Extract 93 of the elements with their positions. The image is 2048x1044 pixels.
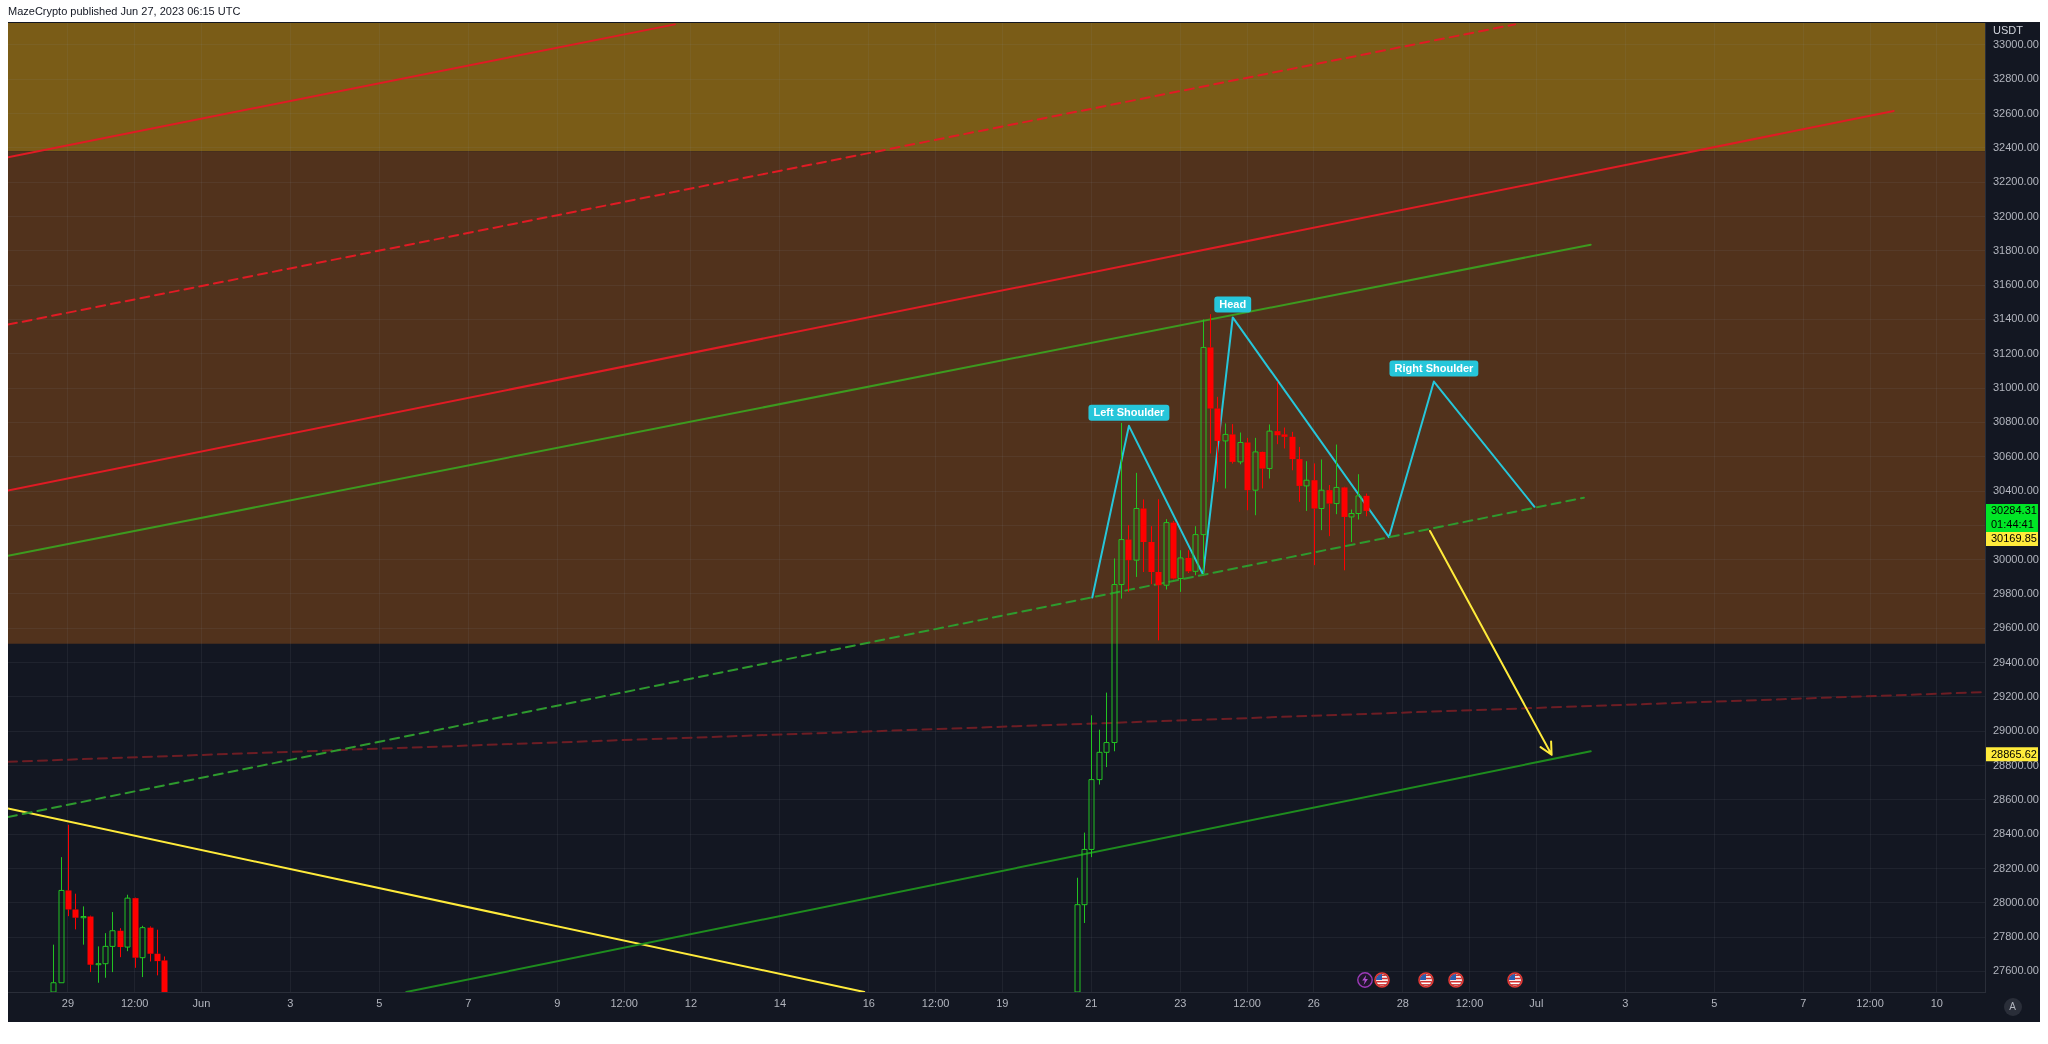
x-tick-label: 12:00 xyxy=(610,996,638,1009)
candlestick xyxy=(1185,549,1192,574)
candlestick xyxy=(1341,487,1348,571)
candlestick xyxy=(1303,460,1310,512)
x-tick-label: 23 xyxy=(1174,996,1187,1009)
annotation: Left Shoulder xyxy=(1093,406,1166,419)
candlestick xyxy=(1244,437,1251,511)
y-tick-label: 28200.00 xyxy=(1993,861,2039,874)
x-tick-label: 7 xyxy=(465,996,472,1009)
y-tick-label: 27600.00 xyxy=(1993,964,2039,977)
candlestick xyxy=(1170,520,1177,579)
y-tick-label: 31600.00 xyxy=(1993,278,2039,291)
y-tick-label: 30600.00 xyxy=(1993,449,2039,462)
y-tick-label: 32400.00 xyxy=(1993,140,2039,153)
candlestick xyxy=(1318,458,1325,531)
candlestick xyxy=(1326,484,1333,537)
x-tick-label: 12:00 xyxy=(1455,996,1484,1009)
y-tick-label: 30400.00 xyxy=(1993,484,2039,497)
candlestick xyxy=(1266,423,1273,480)
y-axis-title: USDT xyxy=(1993,24,2024,37)
text: 30169.85 xyxy=(1991,532,2037,545)
candlestick xyxy=(72,893,79,930)
x-tick-label: 10 xyxy=(1930,996,1943,1009)
x-tick-label: 5 xyxy=(376,996,383,1009)
x-tick-label: 7 xyxy=(1800,996,1807,1009)
candlestick xyxy=(139,925,146,978)
candlestick xyxy=(87,916,94,973)
x-tick-label: 3 xyxy=(287,996,294,1009)
text: 28865.62 xyxy=(1991,747,2037,760)
x-tick-label: 12:00 xyxy=(1233,996,1261,1009)
y-tick-label: 29200.00 xyxy=(1993,689,2039,702)
candlestick xyxy=(1140,498,1147,573)
x-tick-label: 21 xyxy=(1085,996,1098,1009)
candlestick xyxy=(65,824,72,917)
x-tick-label: 26 xyxy=(1307,996,1320,1009)
candlestick xyxy=(1155,498,1162,641)
chart-title: MazeCrypto published Jun 27, 2023 06:15 UTC xyxy=(8,4,241,18)
x-tick-label: 29 xyxy=(61,996,75,1009)
candlestick xyxy=(1222,422,1229,489)
text: 01:44:41 xyxy=(1991,518,2034,531)
y-tick-label: 31400.00 xyxy=(1993,312,2039,325)
candlestick xyxy=(80,905,87,946)
annotation: Head xyxy=(1219,297,1247,310)
y-tick-label: 28000.00 xyxy=(1993,895,2039,908)
y-tick-label: 29800.00 xyxy=(1993,587,2039,599)
y-tick-label: 33000.00 xyxy=(1993,37,2039,50)
candlestick xyxy=(1333,444,1340,515)
x-tick-label: 9 xyxy=(554,996,561,1009)
y-tick-label: 29400.00 xyxy=(1993,655,2039,668)
candlestick xyxy=(1148,525,1155,585)
y-tick-label: 30800.00 xyxy=(1993,415,2039,428)
candlestick xyxy=(1177,549,1184,593)
candlestick xyxy=(1311,462,1318,566)
candlestick xyxy=(132,898,139,969)
y-tick-label: 29000.00 xyxy=(1993,724,2039,737)
y-tick-label: 31000.00 xyxy=(1993,381,2039,394)
x-tick-label: 14 xyxy=(773,996,787,1009)
y-tick-label: 31800.00 xyxy=(1993,243,2039,256)
x-tick-label: 19 xyxy=(996,996,1009,1009)
x-tick-label: 16 xyxy=(862,996,876,1009)
x-tick-label: 5 xyxy=(1711,996,1718,1009)
candlestick xyxy=(1214,396,1221,483)
candlestick xyxy=(117,927,124,958)
candlestick xyxy=(147,927,154,962)
x-tick-label: 12 xyxy=(684,996,698,1009)
y-tick-label: 27800.00 xyxy=(1993,930,2039,943)
x-tick-label: 12:00 xyxy=(1856,996,1884,1009)
y-tick-label: 28800.00 xyxy=(1993,758,2039,771)
y-tick-label: 28400.00 xyxy=(1993,827,2039,840)
candlestick xyxy=(1296,446,1303,503)
y-tick-label: 32200.00 xyxy=(1993,175,2039,188)
x-tick-label: Jun xyxy=(192,996,211,1009)
candlestick xyxy=(1252,437,1259,516)
candlestick xyxy=(1289,431,1296,471)
candlestick xyxy=(1125,524,1132,593)
x-tick-label: 3 xyxy=(1622,996,1629,1009)
candlestick xyxy=(1133,472,1140,578)
y-tick-label: 32000.00 xyxy=(1993,209,2039,222)
text: 30284.31 xyxy=(1991,504,2037,517)
y-tick-label: 32800.00 xyxy=(1993,72,2039,85)
y-tick-label: 30000.00 xyxy=(1993,552,2039,565)
y-tick-label: 29600.00 xyxy=(1993,621,2039,634)
scale-button: A xyxy=(2003,998,2022,1016)
y-tick-label: 32600.00 xyxy=(1993,106,2039,119)
y-tick-label: 31200.00 xyxy=(1993,346,2039,359)
x-tick-label: 12:00 xyxy=(120,996,149,1009)
candlestick xyxy=(1229,423,1236,465)
x-tick-label: 12:00 xyxy=(921,996,950,1009)
x-tick-label: Jul xyxy=(1529,996,1544,1009)
x-tick-label: 28 xyxy=(1396,996,1409,1009)
annotation: Right Shoulder xyxy=(1394,362,1475,375)
candlestick xyxy=(1207,313,1214,454)
y-tick-label: 28600.00 xyxy=(1993,792,2039,805)
